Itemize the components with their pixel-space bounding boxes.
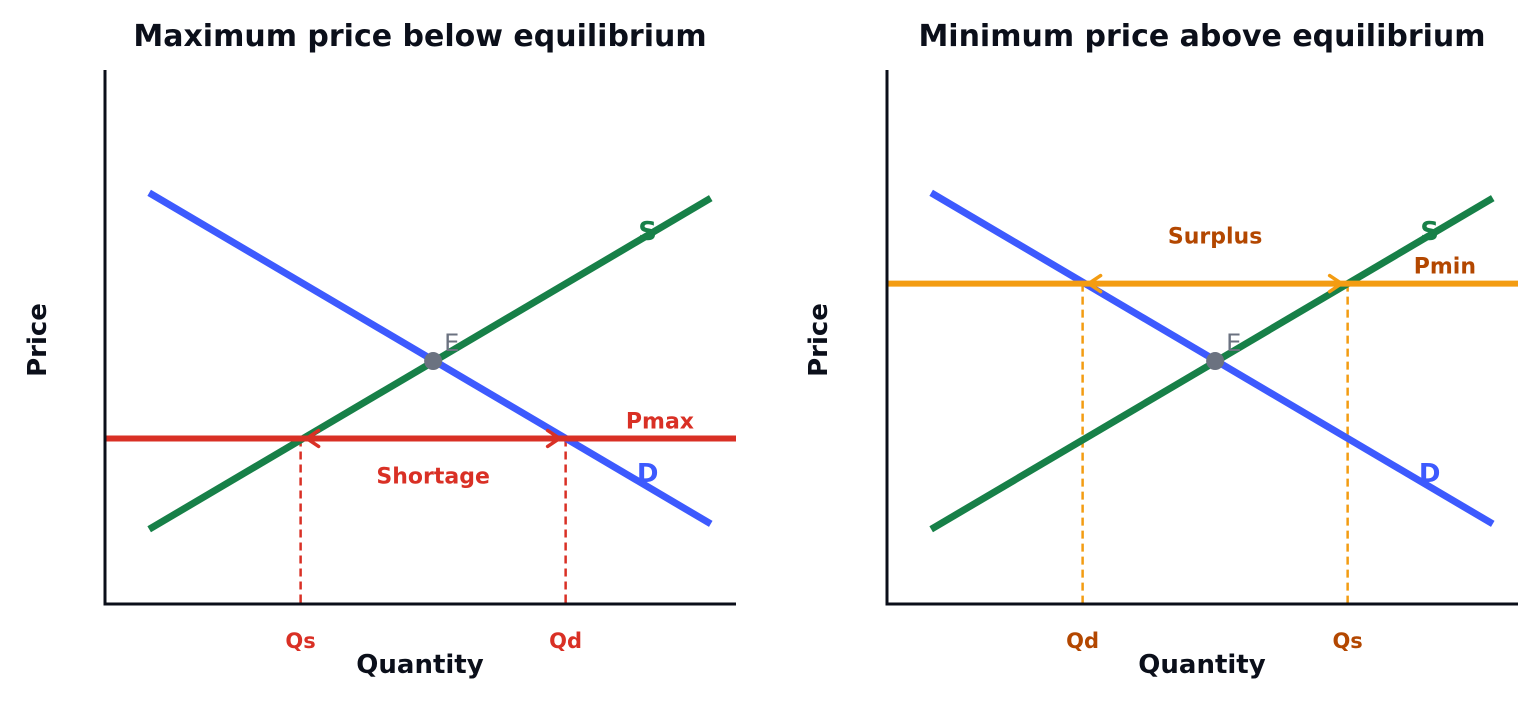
gap-arrow-left bbox=[304, 428, 321, 449]
plot-area: Qs Qd Shortage Pmax S D E bbox=[103, 70, 736, 653]
gap-arrow-right bbox=[545, 428, 562, 449]
equilibrium-label: E bbox=[444, 329, 459, 357]
gap-arrow-right bbox=[1327, 273, 1344, 294]
chart-title: Maximum price below equilibrium bbox=[133, 19, 706, 54]
supply-label: S bbox=[638, 217, 657, 247]
gap-arrow-left bbox=[1086, 273, 1103, 294]
chart-title: Minimum price above equilibrium bbox=[918, 19, 1485, 54]
x-axis-label: Quantity bbox=[356, 650, 483, 680]
panel-min-price: Minimum price above equilibrium Price Qu… bbox=[804, 19, 1518, 680]
price-control-label: Pmax bbox=[626, 409, 694, 434]
gap-label: Shortage bbox=[376, 464, 490, 489]
axes bbox=[103, 70, 736, 606]
equilibrium-label: E bbox=[1226, 329, 1241, 357]
demand-label: D bbox=[637, 459, 659, 489]
tick-label-qs: Qs bbox=[285, 629, 315, 653]
equilibrium-point bbox=[424, 352, 443, 371]
y-axis-label: Price bbox=[23, 303, 53, 377]
equilibrium-point bbox=[1206, 352, 1225, 371]
y-axis-label: Price bbox=[804, 303, 834, 377]
tick-label-qd: Qd bbox=[1066, 629, 1099, 653]
x-axis-label: Quantity bbox=[1138, 650, 1265, 680]
tick-label-qs: Qs bbox=[1332, 629, 1362, 653]
axes bbox=[885, 70, 1518, 606]
supply-label: S bbox=[1420, 217, 1439, 247]
price-control-label: Pmin bbox=[1414, 255, 1476, 280]
demand-label: D bbox=[1419, 459, 1441, 489]
gap-label: Surplus bbox=[1168, 225, 1262, 250]
plot-area: Qd Qs Surplus Pmin S D E bbox=[885, 70, 1518, 653]
panel-max-price: Maximum price below equilibrium Price Qu… bbox=[23, 19, 736, 680]
tick-label-qd: Qd bbox=[549, 629, 582, 653]
